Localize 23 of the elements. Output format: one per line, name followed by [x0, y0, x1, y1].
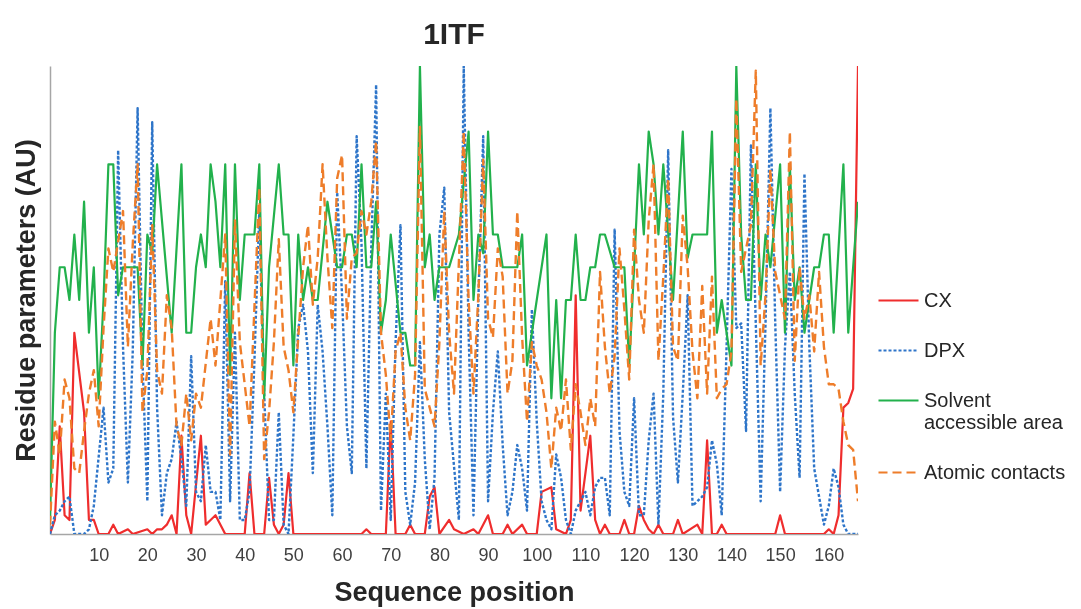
chart-title: 1ITF — [423, 17, 485, 50]
x-tick-label: 50 — [283, 544, 304, 565]
x-tick-label: 100 — [522, 544, 553, 565]
legend-label: Solvent accessible area — [924, 388, 1064, 433]
legend-label: DPX — [924, 338, 966, 361]
legend-label: CX — [924, 288, 952, 311]
x-tick-label: 70 — [381, 544, 402, 565]
x-tick-label: 110 — [571, 544, 601, 565]
x-tick-label: 30 — [186, 544, 207, 565]
x-axis-title: Sequence position — [334, 576, 575, 607]
x-tick-label: 10 — [89, 544, 110, 565]
legend-label: Atomic contacts — [924, 460, 1066, 483]
x-tick-label: 40 — [235, 544, 256, 565]
y-axis-title: Residue parameters (AU) — [10, 139, 41, 462]
x-tick-label: 120 — [619, 544, 650, 565]
x-tick-label: 130 — [668, 544, 699, 565]
x-tick-label: 60 — [332, 544, 353, 565]
x-tick-label: 160 — [814, 544, 845, 565]
x-tick-label: 150 — [765, 544, 796, 565]
x-tick-label: 140 — [716, 544, 747, 565]
x-tick-label: 90 — [478, 544, 499, 565]
x-tick-label: 20 — [137, 544, 158, 565]
x-tick-label: 80 — [429, 544, 450, 565]
